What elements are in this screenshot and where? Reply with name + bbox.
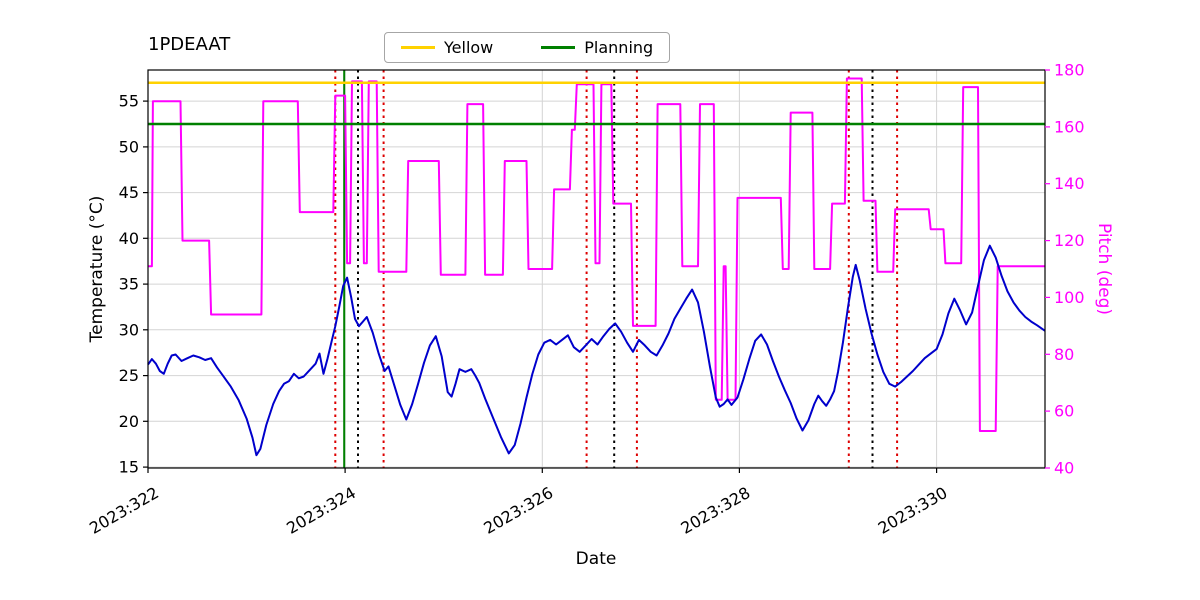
y-tick-label-right: 40 [1054,459,1074,478]
y-tick-label-right: 100 [1054,288,1085,307]
y-tick-label-right: 120 [1054,231,1085,250]
chart-title: 1PDEAAT [148,34,231,55]
y-tick-label-left: 55 [119,92,139,111]
x-tick-label: 2023:324 [283,483,359,538]
y-tick-label-right: 80 [1054,345,1074,364]
y-tick-label-left: 50 [119,137,139,156]
legend: Yellow Planning [384,32,671,63]
x-tick-label: 2023:328 [678,483,754,538]
y-tick-label-right: 140 [1054,174,1085,193]
grid [147,70,1045,468]
legend-label-planning: Planning [584,38,654,57]
y-tick-label-right: 60 [1054,402,1074,421]
yellow-line-swatch [401,46,435,49]
y-tick-label-left: 20 [119,412,139,431]
y-tick-label-left: 45 [119,183,139,202]
x-tick-label: 2023:330 [875,483,951,538]
legend-item-planning: Planning [541,38,653,57]
y-tick-label-left: 30 [119,320,139,339]
y-tick-label-left: 35 [119,275,139,294]
x-tick-label: 2023:326 [480,483,556,538]
x-axis-label: Date [575,549,617,569]
plot-border [147,69,1046,469]
planning-line-swatch [541,46,576,49]
pitch-series-line [148,77,1045,432]
legend-label-yellow: Yellow [444,38,494,57]
y-tick-label-left: 25 [119,366,139,385]
y-tick-label-left: 40 [119,229,139,248]
legend-item-yellow: Yellow [401,38,493,57]
temperature-series-line [147,244,1046,457]
x-tick-label: 2023:322 [86,483,162,538]
y-tick-label-right: 160 [1054,117,1085,136]
y-tick-label-right: 180 [1054,61,1085,80]
y-tick-label-left: 15 [119,458,139,477]
